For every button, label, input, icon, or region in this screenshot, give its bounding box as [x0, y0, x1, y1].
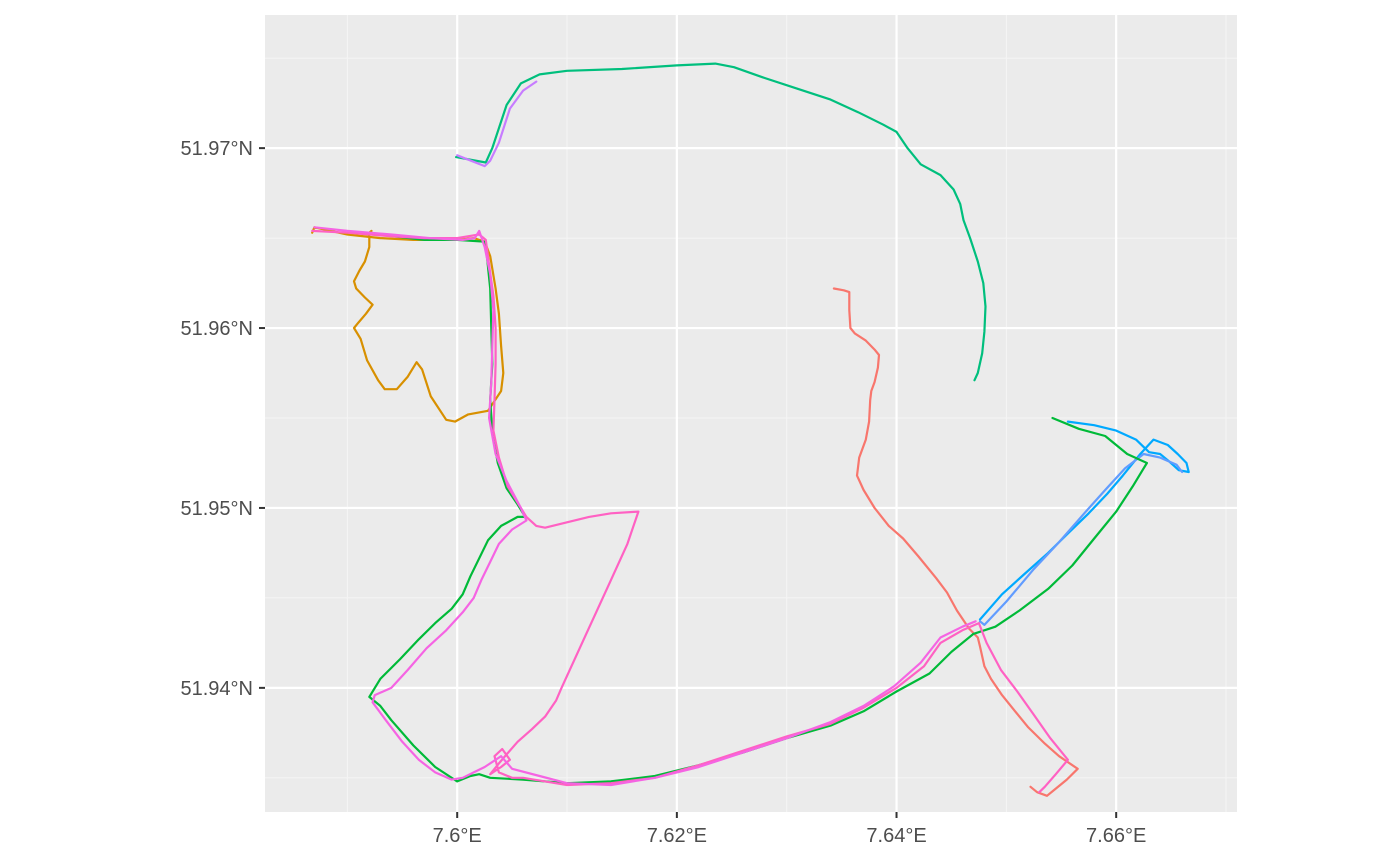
- y-tick-label: 51.94°N: [181, 678, 254, 700]
- plot-panel-background: [265, 15, 1237, 812]
- y-axis: 51.94°N 51.95°N 51.96°N 51.97°N: [181, 138, 265, 700]
- y-tick-label: 51.95°N: [181, 498, 254, 520]
- x-tick-label: 7.6°E: [433, 825, 482, 847]
- x-axis: 7.6°E 7.62°E 7.64°E 7.66°E: [433, 812, 1146, 847]
- track-line-8: [311, 229, 1070, 794]
- x-tick-label: 7.66°E: [1086, 825, 1146, 847]
- track-line-4: [832, 287, 1079, 797]
- y-tick-label: 51.96°N: [181, 318, 254, 340]
- track-line-9: [313, 226, 977, 787]
- track-line-3: [311, 226, 505, 423]
- track-line-1: [455, 62, 987, 382]
- track-lines: [311, 62, 1190, 797]
- x-tick-label: 7.62°E: [647, 825, 707, 847]
- y-tick-label: 51.97°N: [181, 138, 254, 160]
- major-gridlines: [265, 15, 1237, 812]
- x-tick-label: 7.64°E: [866, 825, 926, 847]
- track-line-2: [456, 80, 538, 168]
- track-line-6: [978, 452, 1184, 627]
